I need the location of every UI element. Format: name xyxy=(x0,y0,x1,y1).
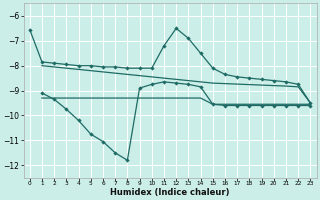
X-axis label: Humidex (Indice chaleur): Humidex (Indice chaleur) xyxy=(110,188,230,197)
